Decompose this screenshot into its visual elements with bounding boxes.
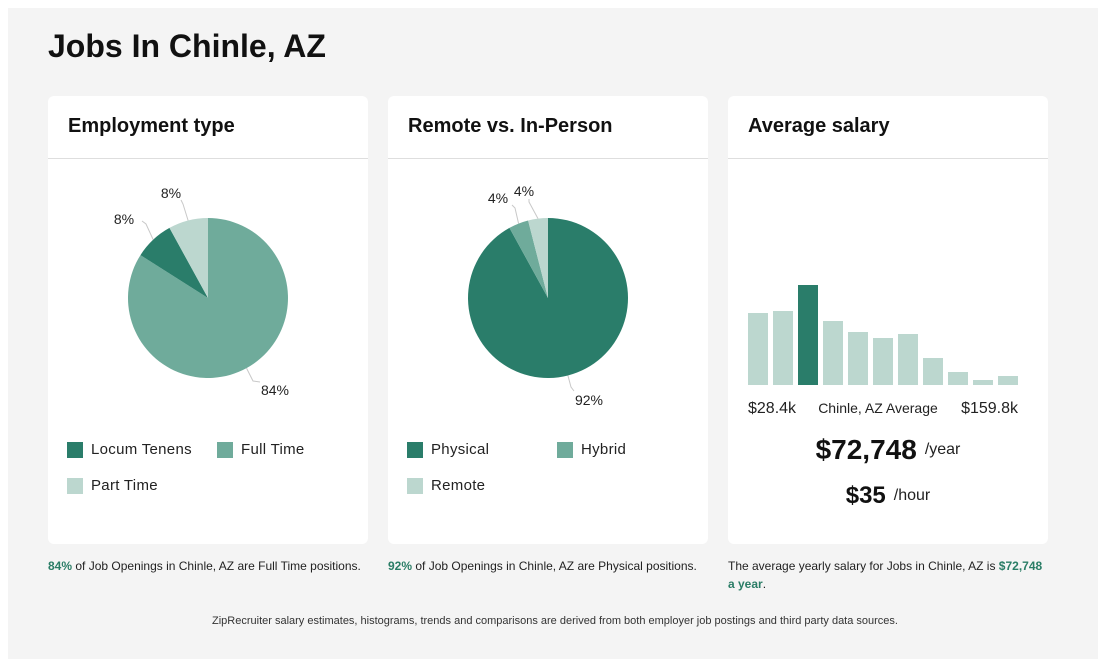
pie-slice-hybrid — [509, 220, 548, 298]
histogram-bar — [748, 313, 768, 385]
salary-caption: The average yearly salary for Jobs in Ch… — [728, 557, 1048, 593]
employment-pie-chart: 84% 8% 8% — [114, 185, 289, 398]
salary-histogram: $28.4k Chinle, AZ Average $159.8k — [748, 285, 1019, 417]
histogram-bar — [848, 332, 868, 385]
histogram-bar — [798, 285, 818, 385]
pie-slice-remote — [528, 218, 548, 298]
caption-text: of Job Openings in Chinle, AZ are Full T… — [72, 559, 361, 573]
employment-type-card: Employment type 84% 8% 8% Locum Tenens Ful… — [48, 96, 368, 544]
page-title: Jobs In Chinle, AZ — [48, 28, 326, 64]
hourly-salary-value: $35 — [845, 482, 886, 509]
card-divider — [728, 158, 1048, 159]
legend-swatch — [557, 441, 573, 458]
histogram-bar — [873, 338, 893, 385]
pie-leader-line — [528, 199, 539, 219]
pie-slice-part-time — [169, 218, 208, 298]
legend-item-remote: Remote — [407, 477, 485, 494]
pie-label-locum-tenens: 8% — [114, 211, 134, 227]
histogram-bar — [773, 311, 793, 385]
yearly-salary: $72,748/year — [728, 434, 1048, 466]
histogram-bar — [973, 380, 993, 385]
histogram-bar — [898, 334, 918, 385]
legend-item-part-time: Part Time — [67, 477, 158, 494]
hourly-salary-unit: /hour — [893, 487, 931, 504]
salary-max-label: $159.8k — [961, 400, 1019, 417]
card-divider — [388, 158, 708, 159]
histogram-bar — [998, 376, 1018, 385]
histogram-bar — [923, 358, 943, 385]
legend-label: Remote — [431, 477, 486, 494]
caption-highlight: 92% — [388, 559, 413, 573]
average-salary-card: Average salary $28.4k Chinle, AZ Average $… — [728, 96, 1048, 544]
legend-item-locum-tenens: Locum Tenens — [67, 441, 192, 458]
employment-type-title: Employment type — [68, 115, 235, 137]
legend-swatch — [407, 477, 423, 494]
caption-text: The average yearly salary for Jobs in Ch… — [728, 559, 999, 573]
remote-caption: 92% of Job Openings in Chinle, AZ are Ph… — [388, 557, 708, 575]
card-divider — [48, 158, 368, 159]
legend-item-full-time: Full Time — [217, 441, 305, 458]
pie-label-physical: 92% — [575, 392, 603, 408]
legend-swatch — [217, 441, 233, 458]
pie-leader-line — [567, 375, 575, 392]
salary-average-marker-label: Chinle, AZ Average — [818, 400, 938, 416]
caption-end: . — [762, 577, 767, 591]
remote-pie-chart: 92% 4% 4% — [468, 183, 629, 408]
caption-text: of Job Openings in Chinle, AZ are Physic… — [412, 559, 697, 573]
legend-swatch — [407, 441, 423, 458]
legend-label: Part Time — [91, 477, 158, 494]
histogram-bar — [823, 321, 843, 385]
legend-item-hybrid: Hybrid — [557, 441, 626, 458]
yearly-salary-unit: /year — [924, 441, 961, 458]
legend-label: Hybrid — [581, 441, 627, 458]
pie-label-part-time: 8% — [161, 185, 181, 201]
pie-leader-line — [511, 204, 520, 224]
salary-min-label: $28.4k — [748, 400, 797, 417]
remote-vs-in-person-title: Remote vs. In-Person — [408, 115, 613, 137]
pie-label-full-time: 84% — [261, 382, 289, 398]
legend-item-physical: Physical — [407, 441, 489, 458]
legend-swatch — [67, 441, 83, 458]
pie-leader-line — [141, 220, 154, 240]
pie-slice-full-time — [127, 218, 288, 378]
caption-highlight: $72,748 a year — [728, 559, 1043, 591]
hourly-salary: $35/hour — [728, 482, 1048, 510]
caption-highlight: 84% — [48, 559, 73, 573]
footer-note: ZipRecruiter salary estimates, histogram… — [212, 615, 898, 627]
pie-slice-locum-tenens — [140, 227, 208, 298]
legend-label: Full Time — [241, 441, 305, 458]
average-salary-title: Average salary — [748, 115, 890, 137]
remote-vs-in-person-card: Remote vs. In-Person 92% 4% 4% Physical Hy… — [388, 96, 708, 544]
legend-swatch — [67, 477, 83, 494]
pie-label-hybrid: 4% — [488, 190, 508, 206]
pie-slice-physical — [468, 218, 629, 379]
employment-caption: 84% of Job Openings in Chinle, AZ are Fu… — [48, 557, 368, 575]
yearly-salary-value: $72,748 — [815, 434, 917, 465]
pie-leader-line — [246, 367, 261, 383]
legend-label: Locum Tenens — [91, 441, 192, 458]
histogram-bar — [948, 372, 968, 385]
pie-label-remote: 4% — [514, 183, 534, 199]
pie-leader-line — [180, 199, 189, 221]
legend-label: Physical — [431, 441, 490, 458]
